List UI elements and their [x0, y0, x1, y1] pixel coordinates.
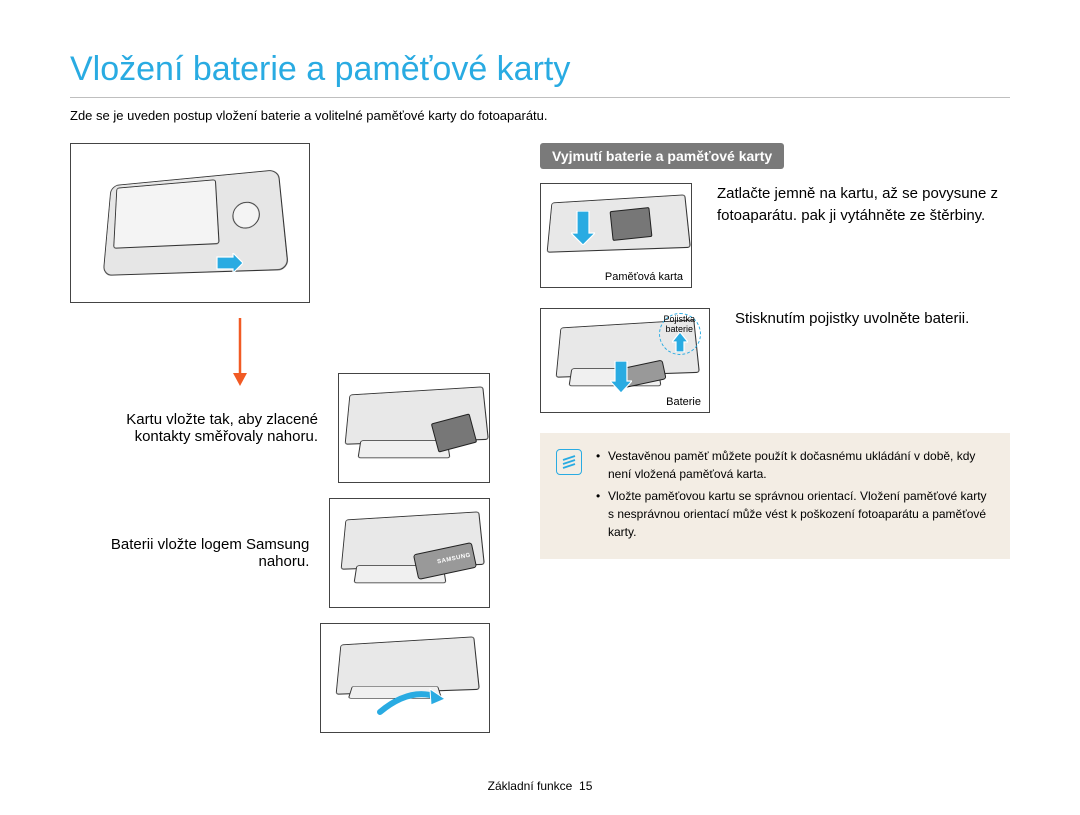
insert-card-text: Kartu vložte tak, aby zlacené kontakty s…: [70, 411, 318, 445]
note-item-1: Vestavěnou paměť můžete použít k dočasné…: [596, 447, 994, 483]
page-title: Vložení baterie a paměťové karty: [70, 50, 1010, 89]
card-caption: Paměťová karta: [605, 271, 683, 283]
close-door-figure: [320, 623, 490, 733]
right-column: Vyjmutí baterie a paměťové karty Paměťov…: [540, 143, 1010, 748]
insert-card-row: Kartu vložte tak, aby zlacené kontakty s…: [70, 373, 490, 483]
remove-section-label: Vyjmutí baterie a paměťové karty: [540, 143, 784, 169]
intro-text: Zde se je uveden postup vložení baterie …: [70, 108, 1010, 123]
page-footer: Základní funkce 15: [0, 779, 1080, 793]
remove-card-row: Paměťová karta Zatlačte jemně na kartu, …: [540, 183, 1010, 288]
title-divider: [70, 97, 1010, 98]
battery-caption: Baterie: [666, 396, 701, 408]
remove-card-figure: Paměťová karta: [540, 183, 692, 288]
remove-battery-row: Pojistka baterie Baterie Stisknutím poji…: [540, 308, 1010, 413]
left-column: Kartu vložte tak, aby zlacené kontakty s…: [70, 143, 490, 748]
insert-battery-row: Baterii vložte logem Samsung nahoru. SAM…: [70, 498, 490, 608]
remove-card-text: Zatlačte jemně na kartu, až se povysune …: [717, 183, 1010, 227]
note-list: Vestavěnou paměť můžete použít k dočasné…: [596, 447, 994, 545]
remove-battery-figure: Pojistka baterie Baterie: [540, 308, 710, 413]
close-door-row: [70, 623, 490, 733]
note-item-2: Vložte paměťovou kartu se správnou orien…: [596, 487, 994, 541]
slide-arrow-icon: [215, 253, 243, 273]
content-columns: Kartu vložte tak, aby zlacené kontakty s…: [70, 143, 1010, 748]
footer-section: Základní funkce: [488, 779, 573, 793]
camera-overview-figure: [70, 143, 490, 303]
insert-battery-text: Baterii vložte logem Samsung nahoru.: [70, 536, 309, 570]
footer-page-number: 15: [579, 779, 592, 793]
push-arrow-icon: [571, 211, 595, 245]
lock-up-arrow-icon: [672, 332, 688, 352]
insert-card-figure: [338, 373, 490, 483]
flow-arrow-icon: [230, 318, 250, 388]
note-icon: [556, 449, 582, 475]
remove-battery-text: Stisknutím pojistky uvolněte baterii.: [735, 308, 969, 330]
note-box: Vestavěnou paměť můžete použít k dočasné…: [540, 433, 1010, 559]
insert-battery-figure: SAMSUNG: [329, 498, 490, 608]
lock-label: Pojistka baterie: [663, 315, 695, 335]
pull-arrow-icon: [610, 361, 632, 393]
swing-arrow-icon: [375, 687, 445, 717]
